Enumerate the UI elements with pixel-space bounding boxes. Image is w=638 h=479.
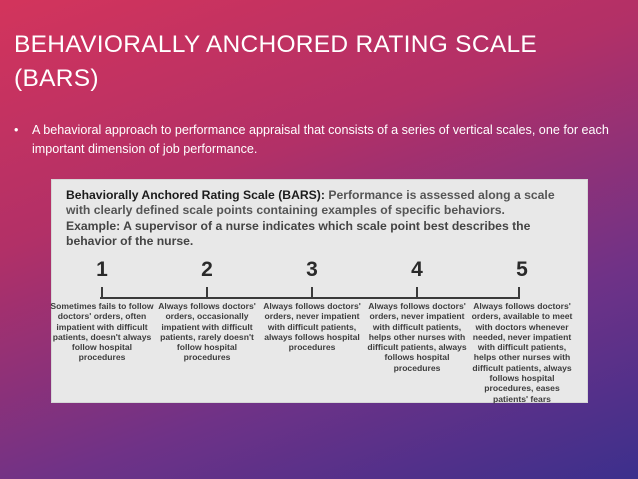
scale-point-1-anchor: Sometimes fails to follow doctors' order… [50,301,154,363]
figure-example: Example: A supervisor of a nurse indicat… [66,219,531,248]
slide-title: BEHAVIORALLY ANCHORED RATING SCALE (BARS… [14,31,538,92]
scale-point-5-anchor: Always follows doctors' orders, availabl… [471,301,573,404]
scale-point-5-number: 5 [516,258,528,281]
scale-axis [100,297,519,299]
scale-point-4-number: 4 [411,258,423,281]
scale-tick-3 [311,287,313,299]
scale-tick-5 [518,287,520,299]
scale-point-2-number: 2 [201,258,213,281]
bullet-text: A behavioral approach to performance app… [32,123,609,156]
scale-tick-1 [101,287,103,299]
figure-heading: Behaviorally Anchored Rating Scale (BARS… [66,188,325,202]
scale-point-2-anchor: Always follows doctors' orders, occasion… [158,301,256,363]
scale-tick-4 [416,287,418,299]
bars-figure: Behaviorally Anchored Rating Scale (BARS… [50,180,587,404]
scale-point-3-anchor: Always follows doctors' orders, never im… [263,301,361,353]
figure-description: Performance is assessed along a scale wi… [66,188,555,217]
scale-point-4-anchor: Always follows doctors' orders, never im… [367,301,467,373]
scale-tick-2 [206,287,208,299]
scale-point-3-number: 3 [306,258,318,281]
scale-point-1-number: 1 [96,258,108,281]
figure-header: Behaviorally Anchored Rating Scale (BARS… [66,188,576,218]
bullet-point: • A behavioral approach to performance a… [14,121,626,158]
bullet-dot-icon: • [14,123,19,137]
